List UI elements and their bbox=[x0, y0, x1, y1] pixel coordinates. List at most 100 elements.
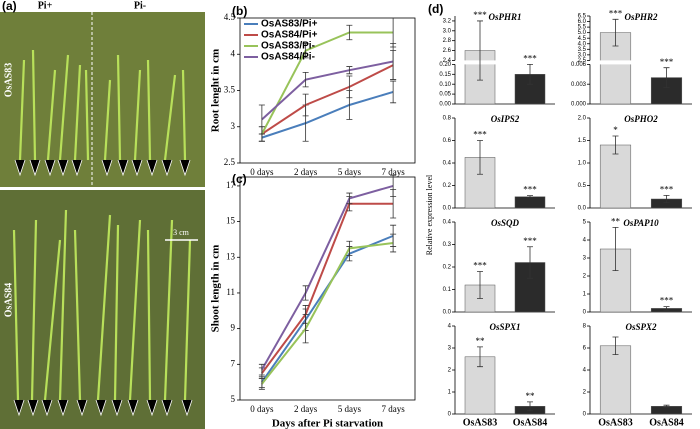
significance: *** bbox=[473, 130, 487, 140]
error-bar bbox=[527, 195, 533, 199]
chart-title: OsPAP10 bbox=[623, 218, 659, 228]
y-tick-label: 6.0 bbox=[578, 19, 587, 25]
scale-label: 3 cm bbox=[173, 228, 190, 237]
error-bar bbox=[302, 93, 309, 117]
panel-label: (b) bbox=[232, 4, 247, 18]
y-axis-label: Root lenght in cm bbox=[210, 49, 222, 132]
significance: * bbox=[613, 125, 618, 135]
y-tick-label: 0.003 bbox=[571, 82, 587, 88]
y-tick-label: 3 bbox=[231, 121, 236, 131]
error-bar bbox=[477, 20, 483, 81]
y-tick-label: 1.5 bbox=[578, 138, 587, 144]
significance: ** bbox=[611, 216, 621, 226]
x-tick-label: OsAS84 bbox=[513, 417, 547, 428]
y-tick-label: 7 bbox=[231, 358, 236, 368]
y-tick-label: 0.000 bbox=[571, 102, 587, 108]
x-tick-label: 2 days bbox=[294, 167, 318, 177]
error-bar bbox=[346, 240, 353, 256]
y-tick-label: 2.5 bbox=[224, 157, 236, 167]
error-bar bbox=[663, 404, 670, 408]
error-bar bbox=[612, 135, 619, 155]
x-tick-label: 0 days bbox=[250, 167, 274, 177]
significance: *** bbox=[473, 10, 487, 20]
y-tick-label: 3.5 bbox=[578, 47, 587, 53]
y-tick-label: 5 bbox=[583, 220, 587, 226]
photo-panel: 3 cm Pi+ Pi- OsAS83 OsAS84 bbox=[0, 0, 205, 429]
x-tick-label: 2 days bbox=[294, 404, 318, 414]
y-tick-label: 0.2 bbox=[443, 265, 452, 271]
y-tick-label: 2.0 bbox=[578, 116, 587, 122]
y-tick-label: 0.6 bbox=[443, 138, 452, 144]
y-tick-label: 0.15 bbox=[439, 72, 451, 78]
error-bar bbox=[612, 18, 619, 47]
chart-title: OsPHR1 bbox=[488, 12, 521, 22]
error-bar bbox=[390, 80, 397, 104]
y-tick-label: 3 bbox=[448, 346, 452, 352]
x-tick-label: 7 days bbox=[382, 404, 406, 414]
error-bar bbox=[477, 140, 483, 175]
significance: *** bbox=[660, 57, 674, 67]
line-label: OsAS83 bbox=[3, 63, 14, 97]
y-tick-label: 1.0 bbox=[578, 161, 587, 167]
y-axis-label: Relative expression level bbox=[425, 174, 434, 255]
legend-label: OsAS83/Pi- bbox=[261, 41, 315, 52]
error-bar bbox=[663, 67, 670, 88]
y-tick-label: 5.0 bbox=[578, 30, 587, 36]
panel-label: (c) bbox=[232, 172, 247, 186]
line-label: OsAS84 bbox=[3, 283, 14, 317]
y-tick-label: 0 bbox=[583, 412, 587, 418]
y-tick-label: 0.10 bbox=[439, 82, 451, 88]
y-tick-label: 3.5 bbox=[224, 85, 236, 95]
x-tick-label: 7 days bbox=[382, 167, 406, 177]
y-tick-label: 0.006 bbox=[571, 62, 587, 68]
y-tick-label: 0.20 bbox=[439, 62, 451, 68]
error-bar bbox=[346, 75, 353, 99]
error-bar bbox=[390, 42, 397, 81]
y-tick-label: 2.6 bbox=[443, 48, 452, 54]
y-tick-label: 3.0 bbox=[443, 28, 452, 34]
line bbox=[261, 202, 394, 374]
error-bar bbox=[527, 64, 533, 85]
x-tick-label: 5 days bbox=[338, 404, 362, 414]
y-tick-label: 11 bbox=[226, 287, 235, 297]
error-bar bbox=[527, 246, 533, 279]
treatment-label: Pi+ bbox=[38, 0, 53, 11]
y-tick-label: 0.0 bbox=[443, 310, 452, 316]
plot-frame bbox=[239, 176, 416, 401]
y-tick-label: 4.5 bbox=[578, 36, 587, 42]
line bbox=[261, 242, 394, 385]
legend-label: OsAS83/Pi+ bbox=[261, 19, 318, 30]
significance: ** bbox=[476, 336, 486, 346]
chart-title: OsPHO2 bbox=[624, 114, 658, 124]
error-bar bbox=[258, 363, 265, 376]
line bbox=[260, 31, 394, 135]
x-tick-label: OsAS84 bbox=[649, 417, 683, 428]
y-tick-label: 0.1 bbox=[443, 287, 452, 293]
y-tick-label: 6 bbox=[583, 346, 587, 352]
error-bar bbox=[390, 174, 397, 198]
treatment-label: Pi- bbox=[134, 0, 146, 11]
bar bbox=[464, 157, 496, 209]
chart-title: OsSPX2 bbox=[625, 322, 657, 332]
bar bbox=[599, 144, 632, 209]
y-tick-label: 2.8 bbox=[443, 38, 452, 44]
significance: *** bbox=[523, 236, 537, 246]
y-tick-label: 4 bbox=[583, 368, 587, 374]
chart-title: OsPHR2 bbox=[624, 12, 658, 22]
y-tick-label: 4 bbox=[231, 48, 236, 58]
panel-label: (a) bbox=[2, 0, 17, 13]
chart-title: OsSQD bbox=[491, 218, 520, 228]
x-tick-label: OsAS83 bbox=[598, 417, 632, 428]
error-bar bbox=[663, 306, 670, 311]
significance: *** bbox=[523, 185, 537, 195]
y-tick-label: 3.2 bbox=[443, 19, 452, 25]
error-bar bbox=[477, 271, 483, 299]
axis-break bbox=[650, 60, 683, 65]
error-bar bbox=[346, 66, 353, 75]
y-tick-label: 9 bbox=[231, 323, 236, 333]
y-tick-label: 1 bbox=[448, 390, 452, 396]
y-tick-label: 0 bbox=[448, 412, 452, 418]
legend-label: OsAS84/Pi- bbox=[261, 52, 315, 63]
significance: *** bbox=[473, 261, 487, 271]
